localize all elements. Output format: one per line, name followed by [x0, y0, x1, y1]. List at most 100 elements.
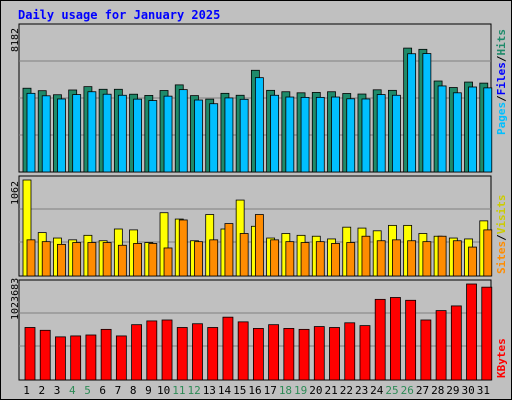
x-tick-label: 30 — [462, 384, 475, 397]
kbytes-bar — [176, 327, 188, 381]
legend-separator-3: / — [495, 234, 508, 241]
sites-bar — [407, 240, 417, 277]
kbytes-bar — [405, 299, 417, 381]
legend-separator-2: / — [495, 55, 508, 62]
x-tick-label: 13 — [203, 384, 216, 397]
x-tick-label: 19 — [294, 384, 307, 397]
x-tick-label: 22 — [340, 384, 353, 397]
x-tick-label: 5 — [84, 384, 91, 397]
bar-layer — [22, 47, 493, 381]
files-bar — [270, 94, 280, 173]
kbytes-bar — [39, 329, 51, 381]
kbytes-bar — [466, 283, 477, 381]
x-tick-label: 3 — [54, 384, 61, 397]
sites-bar — [72, 242, 82, 277]
sites-bar — [133, 243, 142, 277]
sites-bar — [57, 243, 66, 277]
files-bar — [239, 98, 249, 173]
hits-panel-legend: Pages/Files/Hits — [495, 29, 508, 135]
sites-bar — [361, 235, 371, 277]
kbytes-bar — [192, 323, 203, 381]
files-bar — [452, 92, 462, 173]
files-bar — [483, 87, 493, 173]
kbytes-bar — [146, 320, 158, 381]
sites-bar — [163, 247, 173, 277]
files-bar — [117, 94, 127, 173]
files-bar — [361, 98, 371, 173]
svg-text:Sites/Visits: Sites/Visits — [495, 195, 508, 275]
kbytes-bar — [55, 336, 66, 381]
files-bar — [72, 94, 82, 173]
files-bar — [102, 93, 112, 173]
sites-bar — [148, 243, 158, 277]
legend-visits: Visits — [495, 195, 508, 235]
sites-bar — [346, 242, 356, 277]
kbytes-bar — [207, 327, 219, 381]
x-tick-label: 4 — [69, 384, 76, 397]
sites-bar — [178, 219, 188, 277]
sites-bar — [392, 239, 401, 277]
kbytes-bar — [237, 321, 249, 381]
legend-separator-1: / — [495, 95, 508, 102]
files-bar — [133, 98, 142, 173]
sites-bar — [102, 242, 112, 277]
kbytes-bar — [131, 324, 142, 381]
kbytes-bar — [222, 316, 234, 381]
files-bar — [254, 77, 264, 173]
x-tick-label: 7 — [115, 384, 122, 397]
svg-text:Pages/Files/Hits: Pages/Files/Hits — [495, 29, 508, 135]
sites-bar — [437, 235, 447, 277]
files-bar — [346, 98, 356, 173]
x-tick-label: 11 — [172, 384, 185, 397]
x-tick-label: 23 — [355, 384, 368, 397]
kbytes-bar — [70, 335, 82, 381]
legend-files: Files — [495, 62, 508, 95]
kbytes-bar — [85, 334, 97, 381]
files-bar — [87, 91, 97, 173]
sites-bar — [254, 214, 264, 277]
kbytes-bar — [283, 328, 295, 381]
x-tick-label: 26 — [401, 384, 414, 397]
legend-sites: Sites — [495, 241, 508, 274]
hits-ymax-label: 8182 — [10, 28, 21, 52]
x-tick-label: 8 — [130, 384, 137, 397]
sites-bar — [194, 241, 203, 277]
sites-bar — [452, 240, 462, 277]
files-bar — [376, 94, 386, 173]
x-tick-label: 14 — [218, 384, 232, 397]
sites-bar — [376, 240, 386, 277]
files-bar — [194, 99, 203, 173]
kbytes-bar — [268, 324, 280, 381]
sites-bar — [285, 241, 295, 277]
kbytes-bar — [252, 328, 264, 381]
kbytes-bar — [298, 328, 310, 381]
x-tick-label: 18 — [279, 384, 292, 397]
sites-bar — [270, 239, 280, 277]
kbytes-bar — [435, 310, 447, 381]
chart-title: Daily usage for January 2025 — [18, 8, 220, 22]
files-bar — [300, 96, 310, 173]
files-bar — [422, 53, 432, 173]
files-bar — [468, 86, 477, 173]
files-bar — [285, 96, 295, 173]
x-tick-label: 29 — [446, 384, 459, 397]
sites-bar — [300, 242, 310, 277]
x-tick-label: 16 — [248, 384, 261, 397]
x-tick-label: 21 — [325, 384, 338, 397]
x-tick-label: 9 — [145, 384, 152, 397]
sites-bar — [209, 239, 219, 277]
visits-panel-legend: Sites/Visits — [495, 195, 508, 275]
kbytes-bar — [24, 327, 36, 381]
sites-bar — [483, 229, 493, 277]
sites-bar — [239, 233, 249, 277]
sites-bar — [331, 243, 340, 277]
x-tick-label: 27 — [416, 384, 429, 397]
visits-ymax-label: 1062 — [10, 181, 21, 205]
files-bar — [392, 94, 401, 173]
kbytes-bar — [481, 286, 493, 381]
x-tick-label: 10 — [157, 384, 170, 397]
files-bar — [178, 89, 188, 173]
kbytes-ymax-label: 1023683 — [10, 278, 21, 320]
x-tick-label: 24 — [370, 384, 384, 397]
